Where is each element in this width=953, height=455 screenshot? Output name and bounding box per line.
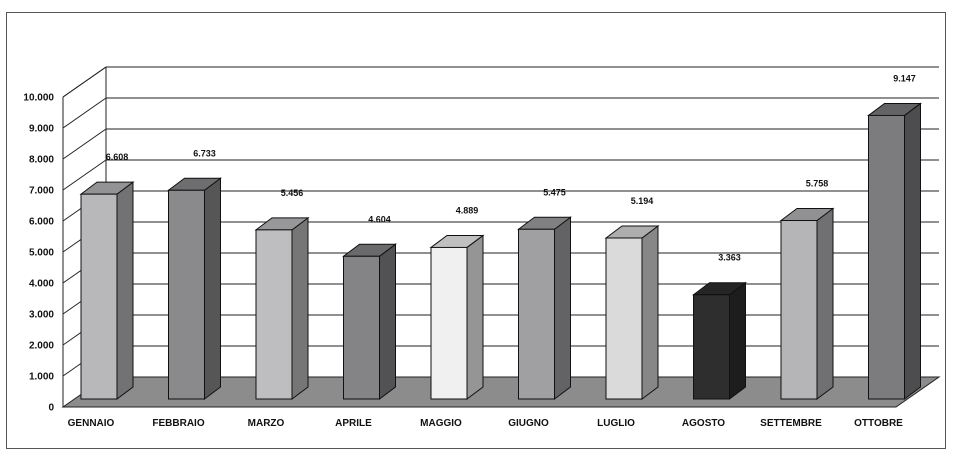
bar-side	[291, 216, 309, 400]
data-label: 4.889	[456, 205, 479, 215]
data-label: 5.758	[806, 179, 829, 189]
bar	[867, 102, 922, 400]
gridline-diagonal	[62, 159, 107, 191]
bar-front	[343, 255, 380, 400]
bar	[429, 234, 485, 400]
bar-front	[868, 114, 905, 400]
bar	[692, 281, 747, 400]
y-tick-label: 0	[48, 403, 54, 414]
chart-frame: 0 1.000 2.000 3.000 4.000 5.000 6.000 7.000 8.00…	[6, 12, 946, 449]
y-tick-label: 6.000	[29, 217, 54, 228]
y-tick-label: 5.000	[29, 248, 54, 259]
bar	[342, 243, 397, 400]
data-label: 5.456	[281, 188, 304, 198]
bar	[779, 207, 835, 400]
data-label: 5.194	[631, 196, 654, 206]
data-label: 6.733	[193, 148, 216, 158]
y-tick-label: 1.000	[29, 372, 54, 383]
bar-side	[554, 216, 571, 400]
x-tick-label: FEBBRAIO	[152, 418, 204, 429]
y-tick-label: 7.000	[29, 186, 54, 197]
bar-front	[780, 220, 818, 400]
data-label: 3.363	[718, 253, 741, 263]
bar-side	[204, 177, 221, 400]
bar-side	[466, 234, 484, 400]
bar-side	[641, 224, 659, 400]
bar	[79, 181, 135, 400]
gridline-diagonal	[62, 128, 107, 160]
y-tick-label: 4.000	[29, 279, 54, 290]
bar-side	[816, 207, 834, 400]
y-tick-label: 8.000	[29, 155, 54, 166]
bar	[254, 216, 310, 400]
y-tick-label: 2.000	[29, 341, 54, 352]
x-tick-label: APRILE	[335, 418, 372, 429]
bar-front	[168, 189, 205, 400]
data-label: 5.475	[543, 187, 566, 197]
bar-chart: 0 1.000 2.000 3.000 4.000 5.000 6.000 7.000 8.00…	[23, 66, 941, 429]
bar-side	[729, 281, 746, 400]
y-tick-label: 10.000	[23, 93, 54, 104]
gridline-diagonal	[62, 66, 107, 98]
bar	[604, 224, 660, 400]
data-label: 6.608	[106, 152, 129, 162]
bar-side	[116, 181, 134, 400]
x-tick-label: AGOSTO	[682, 418, 725, 429]
gridline-diagonal	[62, 97, 107, 129]
y-tick-label: 3.000	[29, 310, 54, 321]
bar-front	[80, 193, 118, 400]
bar-front	[430, 246, 468, 400]
bar-front	[255, 229, 293, 400]
bar-side	[379, 243, 396, 400]
x-tick-label: OTTOBRE	[854, 418, 903, 429]
bar-front	[518, 228, 555, 400]
bar-front	[693, 294, 730, 400]
bar-side	[904, 102, 921, 400]
x-tick-label: MAGGIO	[420, 418, 462, 429]
bar	[517, 216, 572, 400]
x-tick-label: GIUGNO	[508, 418, 549, 429]
x-tick-label: SETTEMBRE	[760, 418, 822, 429]
x-tick-label: GENNAIO	[68, 418, 115, 429]
x-tick-label: LUGLIO	[597, 418, 635, 429]
bar-front	[605, 237, 643, 400]
data-label: 4.604	[368, 214, 391, 224]
data-label: 9.147	[893, 73, 916, 83]
x-tick-label: MARZO	[248, 418, 285, 429]
bar	[167, 177, 222, 400]
y-tick-label: 9.000	[29, 124, 54, 135]
